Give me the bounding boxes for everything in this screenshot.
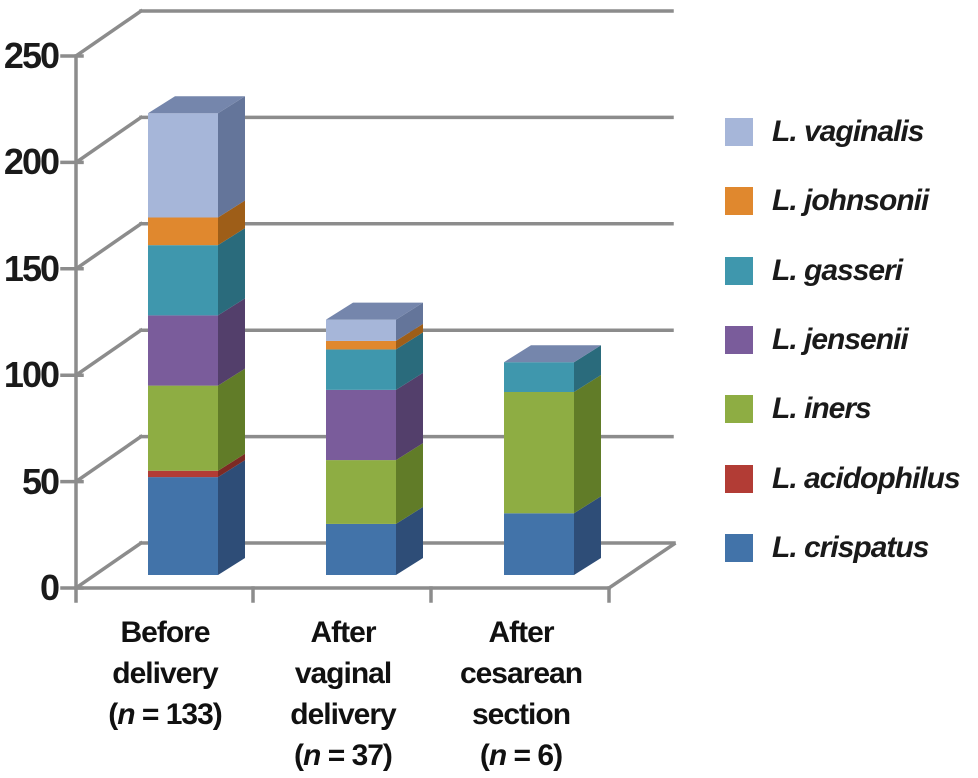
y-axis-tick-label: 200 [3,141,60,183]
y-axis-tick-label: 100 [3,354,60,396]
bar-cat3-top-face [504,345,601,363]
y-axis-tick-label: 250 [3,35,60,76]
bar-l-johnsonii-cat1-front [148,217,218,246]
bar-l-jensenii-cat1-front [148,315,218,386]
bar-cat2-top-face [326,302,423,320]
legend-item: L. johnsonii [725,184,929,218]
x-label-line: Before [120,616,210,649]
bar-l-crispatus-cat2-front [326,523,396,575]
bar-l-jensenii-cat2-front [326,389,396,461]
x-axis-category-label: Before delivery (n = 133) [55,612,275,735]
legend-label: L. iners [772,392,872,426]
bar-l-iners-cat1-side [218,368,245,471]
legend-label: L. crispatus [772,530,929,564]
x-label-line: After [310,616,376,649]
bar-l-johnsonii-cat2-side [396,323,423,350]
bar-l-crispatus-cat1-side [218,460,245,575]
x-axis-category-label: After vaginal delivery (n = 37) [233,612,453,776]
legend-label: L. johnsonii [772,184,929,218]
legend-swatch-icon [725,464,753,493]
x-label-sample-size: (n = 6) [479,739,563,772]
bar-l-gasseri-cat3-front [504,362,574,392]
gridline-diagonal-0 [73,540,144,591]
y-axis-tick-label: 50 [21,460,60,502]
bar-l-acidophilus-cat1-side [218,453,245,478]
bar-l-iners-cat3-side [574,374,601,514]
gridline-diagonal-150 [73,221,144,272]
bar-l-crispatus-cat3-side [574,496,601,575]
bar-l-jensenii-cat2-side [396,372,423,461]
legend-swatch-icon [725,118,753,146]
legend-label: L. acidophilus [772,461,961,495]
bar-l-johnsonii-cat2-front [326,340,396,350]
bar-l-gasseri-cat1-side [218,228,245,316]
x-label-line: After [488,616,554,649]
gridline-diagonal-50 [73,434,144,485]
bar-l-iners-cat2-side [396,443,423,524]
bar-l-vaginalis-cat1-front [148,113,218,218]
x-label-line: section [471,698,571,731]
y-axis-tick-label: 150 [3,247,60,289]
bar-l-vaginalis-cat1-side [218,96,245,218]
bar-l-crispatus-cat3-front [504,513,574,575]
legend-item: L. gasseri [725,253,903,287]
bar-l-gasseri-cat2-side [396,332,423,390]
bar-l-johnsonii-cat1-side [218,200,245,246]
legend-swatch-icon [725,325,753,354]
x-label-sample-size: (n = 37) [294,739,393,772]
legend-item: L. vaginalis [725,115,924,148]
bar-l-acidophilus-cat1-front [148,470,218,478]
bar-l-crispatus-cat2-side [396,506,423,575]
gridline-diagonal-200 [73,114,144,165]
legend-label: L. gasseri [772,253,903,287]
floor-right-edge [606,541,677,591]
bar-l-vaginalis-cat2-front [326,319,396,341]
bar-l-iners-cat3-front [504,391,574,514]
bar-l-jensenii-cat1-side [218,298,245,386]
bar-l-iners-cat1-front [148,385,218,471]
gridline-diagonal-100 [73,327,144,378]
bar-l-crispatus-cat1-front [148,477,218,575]
bar-l-vaginalis-cat2-side [396,302,423,341]
bar-l-gasseri-cat2-front [326,349,396,390]
x-axis-category-label: After cesarean section (n = 6) [411,612,631,776]
bar-l-gasseri-cat1-front [148,245,218,316]
legend-label: L. jensenii [772,322,909,356]
y-axis-tick-label: 0 [39,567,60,608]
x-label-line: delivery [112,657,218,690]
legend-swatch-icon [725,533,753,562]
legend-swatch-icon [725,187,753,216]
legend-item: L. acidophilus [725,461,961,495]
legend-item: L. crispatus [725,530,929,564]
x-label-line: vaginal [294,657,392,690]
legend-item: L. jensenii [725,322,909,356]
legend-swatch-icon [725,256,753,285]
legend-item: L. iners [725,392,872,426]
gridline-diagonal-250 [73,8,144,59]
bar-cat1-top-face [148,96,245,114]
x-label-line: delivery [290,698,396,731]
x-label-line: cesarean [459,657,583,690]
bar-l-iners-cat2-front [326,460,396,524]
x-label-sample-size: (n = 133) [108,698,223,731]
legend-swatch-icon [725,395,753,424]
legend-label: L. vaginalis [772,115,924,148]
bar-l-gasseri-cat3-side [574,345,601,392]
